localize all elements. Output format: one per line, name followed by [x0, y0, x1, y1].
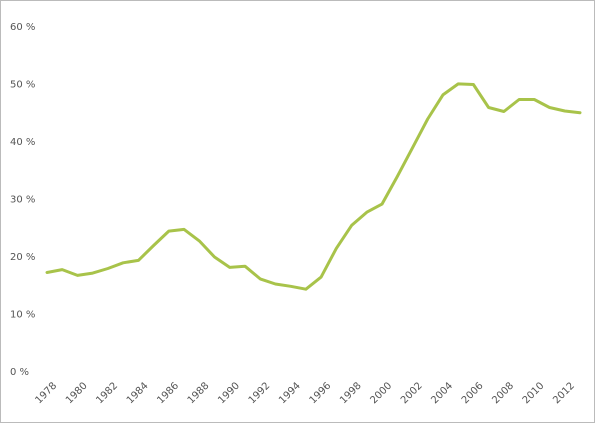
x-tick-label: 1980: [64, 380, 90, 406]
x-tick-label: 1988: [186, 380, 212, 406]
x-tick-label: 1990: [216, 380, 242, 406]
x-tick-label: 2000: [368, 380, 394, 406]
y-tick-label: 10 %: [10, 310, 35, 321]
x-tick-label: 1982: [94, 380, 120, 406]
x-tick-label: 2010: [521, 380, 547, 406]
x-tick-label: 2006: [460, 380, 486, 406]
y-tick-label: 50 %: [10, 80, 35, 91]
x-tick-label: 2002: [399, 380, 425, 406]
x-tick-label: 1978: [33, 380, 59, 406]
x-tick-label: 1998: [338, 380, 364, 406]
x-tick-label: 1986: [155, 380, 181, 406]
y-tick-label: 40 %: [10, 137, 35, 148]
x-tick-label: 2012: [551, 380, 577, 406]
y-tick-label: 30 %: [10, 195, 35, 206]
x-tick-label: 1984: [125, 380, 151, 406]
y-tick-label: 20 %: [10, 252, 35, 263]
y-tick-label: 60 %: [10, 22, 35, 33]
line: [45, 82, 582, 291]
x-tick-label: 2008: [490, 380, 516, 406]
x-tick-label: 2004: [429, 380, 455, 406]
x-tick-label: 1992: [247, 380, 273, 406]
y-tick-label: 0 %: [10, 367, 29, 378]
x-tick-label: 1994: [277, 380, 303, 406]
x-tick-label: 1996: [308, 380, 334, 406]
